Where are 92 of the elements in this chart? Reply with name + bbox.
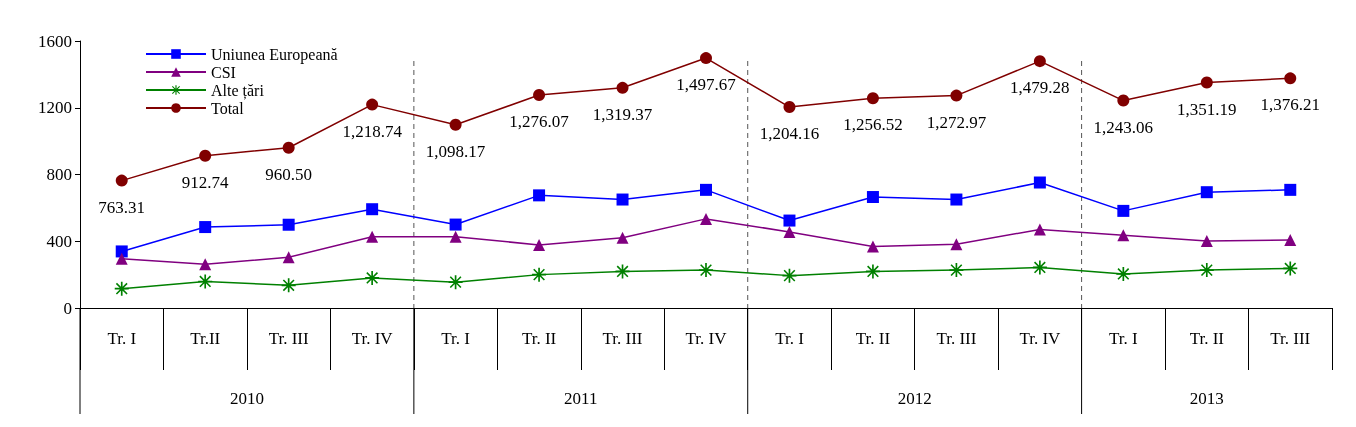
point bbox=[449, 118, 462, 131]
point bbox=[1200, 76, 1213, 89]
point bbox=[700, 52, 712, 65]
x-tick-label: Tr. I bbox=[1109, 329, 1139, 348]
point bbox=[1117, 204, 1130, 217]
y-tick-label: 400 bbox=[46, 231, 72, 251]
data-label: 1,272.97 bbox=[926, 112, 987, 132]
point bbox=[616, 81, 629, 94]
x-tick-label: Tr. II bbox=[1189, 329, 1225, 348]
legend-label: Alte țări bbox=[211, 81, 265, 100]
point bbox=[866, 240, 879, 253]
data-label: 1,204.16 bbox=[759, 124, 820, 144]
x-tick-label: Tr. III bbox=[936, 329, 977, 348]
point bbox=[115, 174, 128, 187]
point bbox=[115, 245, 128, 258]
point bbox=[366, 203, 379, 216]
point bbox=[616, 193, 629, 206]
x-tick-label: Tr. II bbox=[855, 329, 891, 348]
point bbox=[199, 149, 212, 162]
point bbox=[700, 183, 712, 196]
point bbox=[1284, 72, 1297, 85]
point bbox=[366, 230, 379, 243]
legend-label: Total bbox=[211, 99, 245, 117]
point bbox=[783, 214, 796, 227]
point bbox=[1117, 229, 1130, 242]
point bbox=[950, 193, 963, 206]
point bbox=[282, 218, 295, 231]
legend-label: Uniunea Europeană bbox=[211, 45, 338, 64]
x-tick-label: Tr. IV bbox=[685, 329, 728, 348]
point bbox=[866, 92, 879, 105]
point bbox=[366, 98, 379, 111]
x-tick-label: Tr. I bbox=[441, 329, 471, 348]
data-label: 1,319.37 bbox=[592, 104, 653, 124]
point bbox=[700, 212, 712, 225]
point bbox=[1033, 223, 1046, 236]
point bbox=[866, 191, 879, 204]
point bbox=[281, 278, 296, 293]
point bbox=[282, 251, 295, 264]
point bbox=[1284, 183, 1297, 196]
point bbox=[115, 252, 128, 265]
data-label: 1,098.17 bbox=[425, 141, 486, 161]
point bbox=[199, 258, 212, 271]
x-tick-label: Tr. I bbox=[775, 329, 805, 348]
data-label: 1,276.07 bbox=[509, 112, 570, 132]
text: 2010 bbox=[229, 388, 264, 408]
point bbox=[533, 189, 546, 202]
text: 2012 bbox=[897, 388, 932, 408]
data-label: 1,351.19 bbox=[1177, 99, 1237, 119]
legend-label: CSI bbox=[211, 63, 236, 81]
text: 2011 bbox=[564, 388, 598, 408]
point bbox=[1033, 176, 1046, 189]
point bbox=[699, 263, 713, 278]
point bbox=[950, 89, 963, 102]
point bbox=[199, 221, 212, 234]
point bbox=[1199, 263, 1214, 278]
point bbox=[282, 141, 295, 154]
point bbox=[1200, 235, 1213, 248]
x-tick-label: Tr.II bbox=[190, 329, 221, 348]
data-label: 1,376.21 bbox=[1260, 95, 1321, 115]
point bbox=[449, 230, 462, 243]
y-tick-label: 0 bbox=[63, 298, 72, 318]
point bbox=[1033, 55, 1046, 68]
x-tick-label: Tr. III bbox=[268, 329, 309, 348]
y-tick-label: 1600 bbox=[38, 31, 72, 51]
point bbox=[533, 89, 546, 102]
data-label: 1,497.67 bbox=[676, 75, 737, 95]
data-label: 1,256.52 bbox=[843, 115, 903, 135]
x-tick-label: Tr. IV bbox=[351, 329, 394, 348]
data-label: 960.50 bbox=[265, 164, 313, 184]
point bbox=[1284, 234, 1297, 247]
point bbox=[783, 225, 796, 238]
x-tick-label: Tr. III bbox=[602, 329, 643, 348]
point bbox=[1117, 94, 1130, 107]
data-label: 1,479.28 bbox=[1010, 78, 1070, 98]
data-label: 912.74 bbox=[181, 172, 230, 192]
point bbox=[1200, 186, 1213, 199]
y-tick-label: 800 bbox=[46, 165, 72, 184]
point bbox=[533, 238, 546, 251]
x-tick-label: Tr. I bbox=[107, 329, 137, 348]
x-tick-label: Tr. IV bbox=[1019, 329, 1062, 348]
x-tick-label: Tr. II bbox=[521, 329, 557, 348]
point bbox=[950, 238, 963, 251]
point bbox=[616, 231, 629, 244]
point bbox=[365, 270, 380, 285]
point bbox=[783, 101, 796, 114]
data-label: 1,243.06 bbox=[1093, 117, 1154, 137]
text: 2013 bbox=[1189, 388, 1224, 408]
data-label: 763.31 bbox=[98, 197, 146, 217]
y-tick-label: 1200 bbox=[38, 98, 72, 118]
x-tick-label: Tr. III bbox=[1270, 329, 1311, 348]
data-label: 1,218.74 bbox=[342, 121, 403, 141]
point bbox=[449, 218, 462, 231]
